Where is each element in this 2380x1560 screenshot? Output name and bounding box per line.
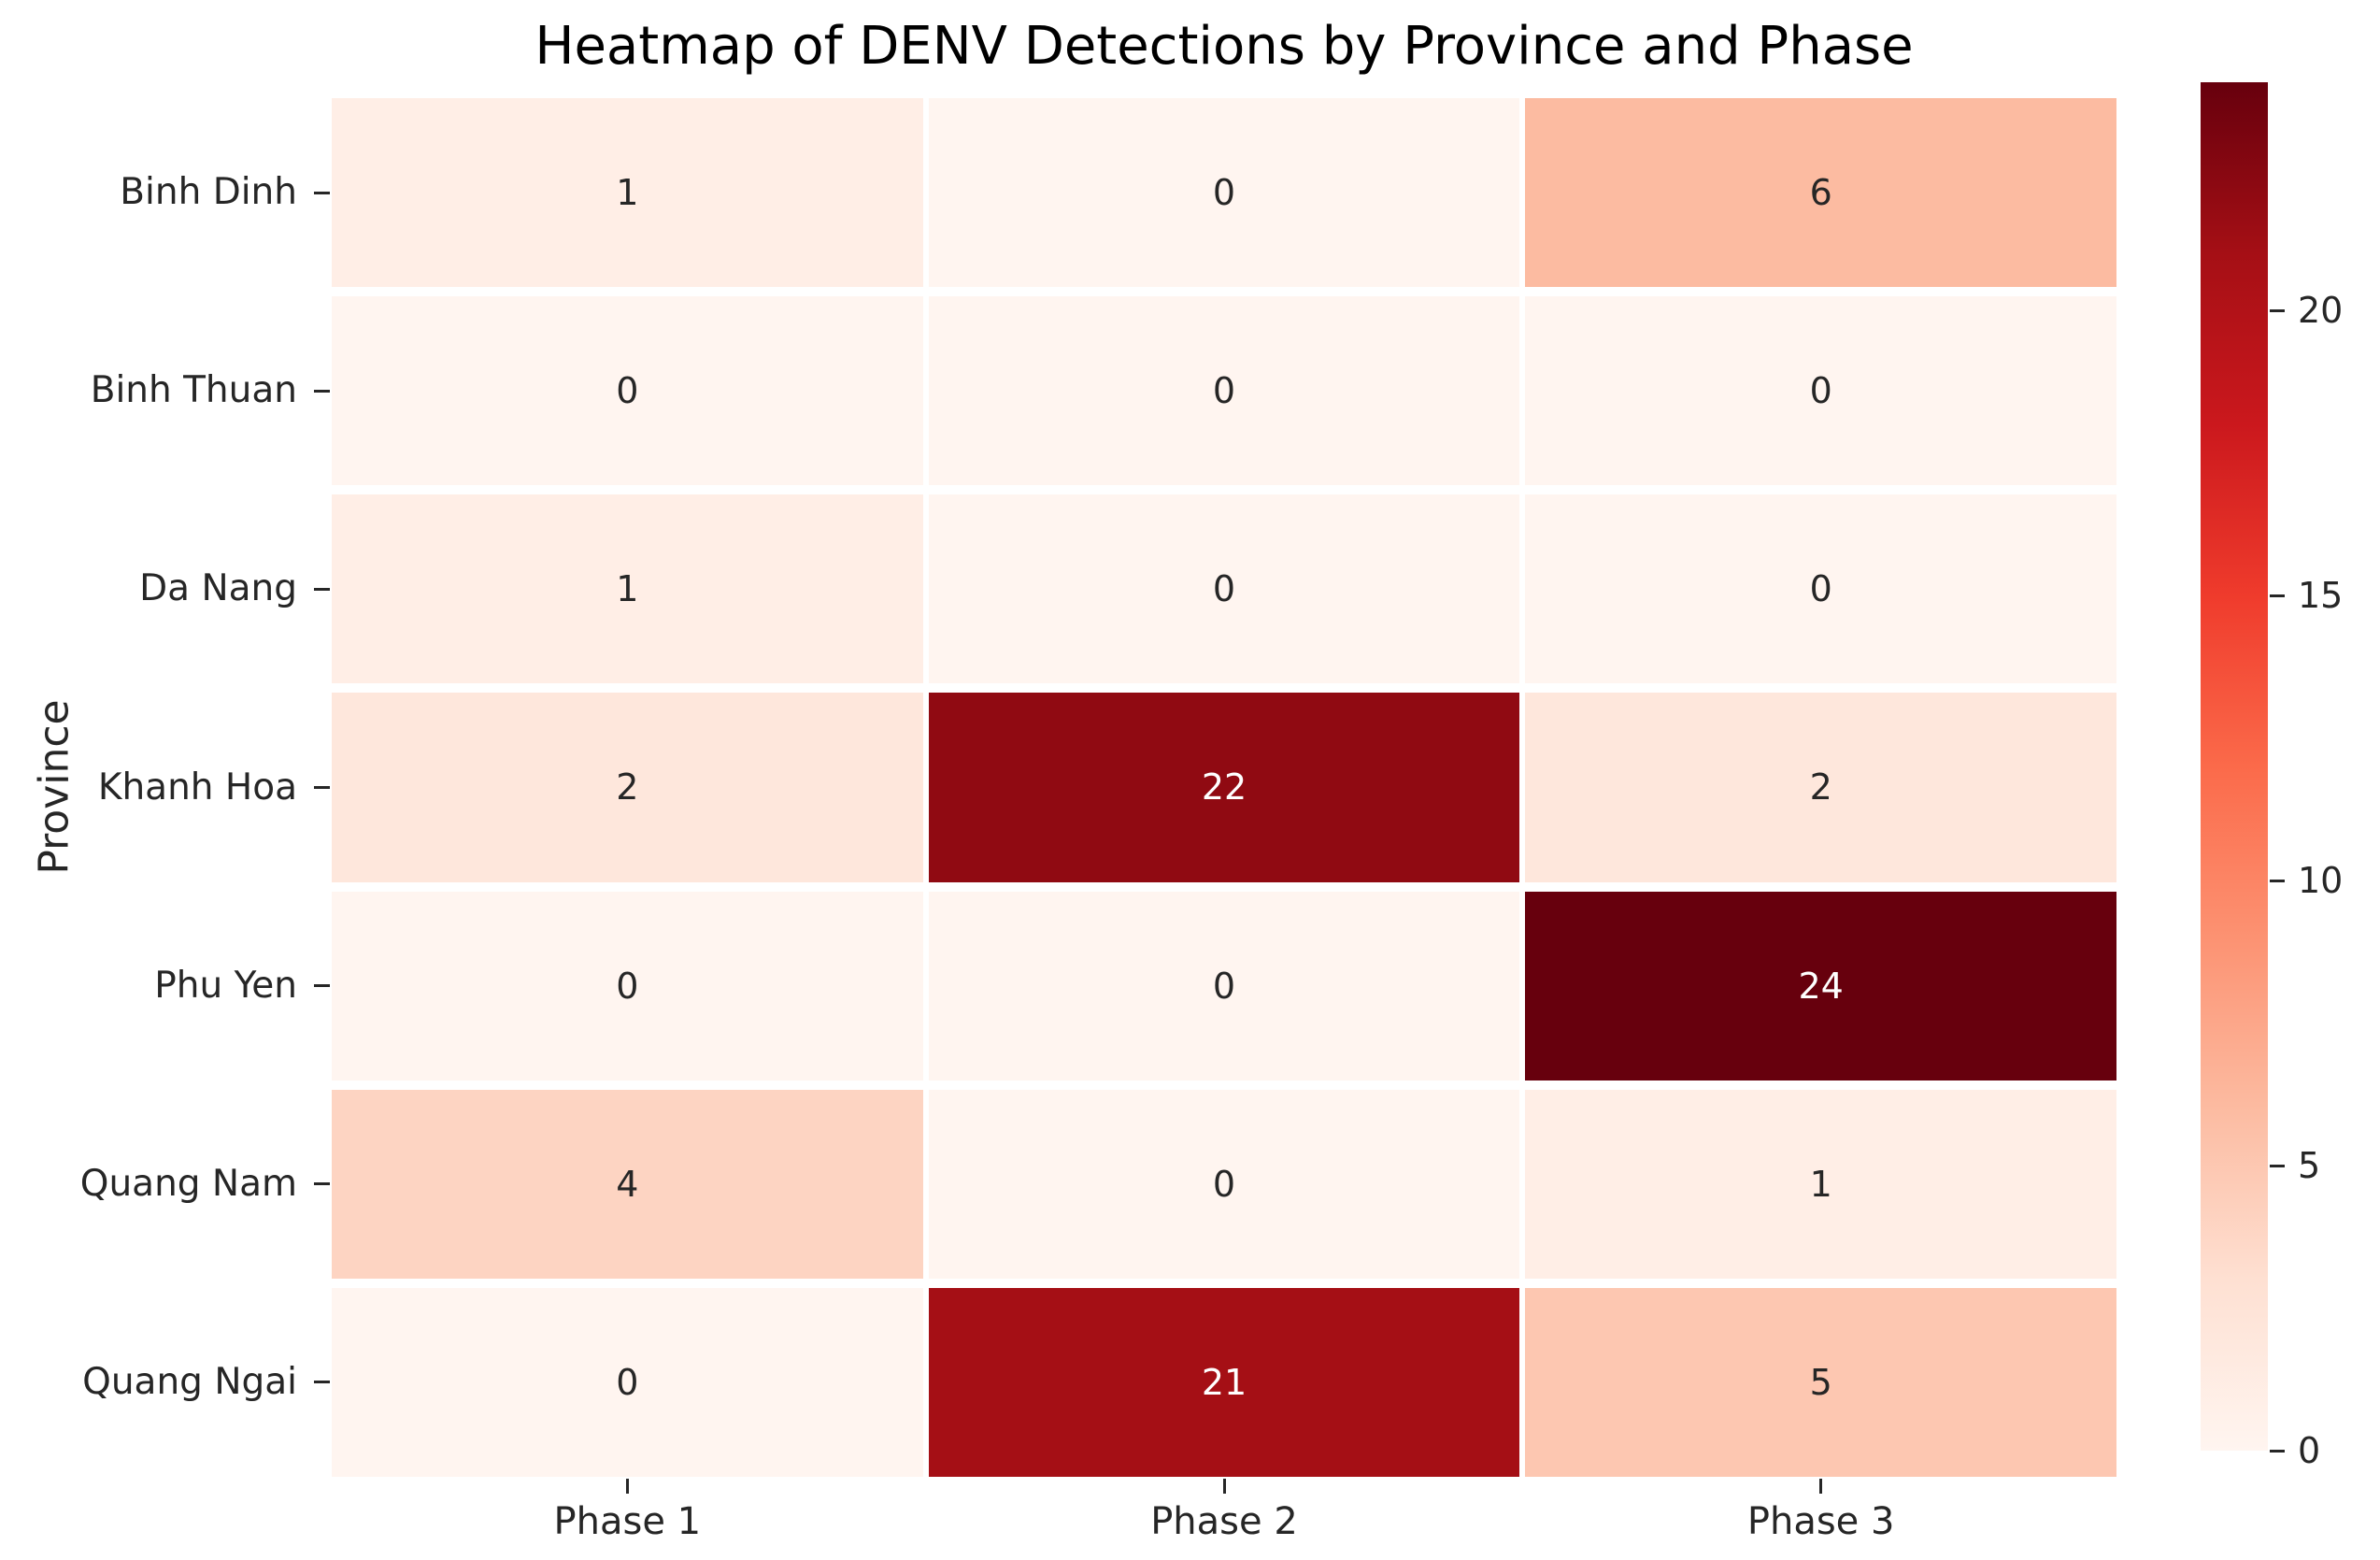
colorbar-tick-label: 15 [2298,575,2344,616]
y-tick-mark [314,786,330,789]
colorbar-tick-label: 5 [2298,1145,2321,1186]
y-tick-mark [314,1381,330,1384]
y-tick-label: Binh Thuan [90,369,297,412]
heatmap-cell: 2 [332,693,923,882]
y-tick-label: Da Nang [139,567,297,610]
colorbar-tick-mark [2270,594,2285,597]
heatmap-cell: 0 [928,296,1520,486]
heatmap-cell: 0 [332,1287,923,1477]
heatmap-cell: 22 [928,693,1520,882]
x-tick-label: Phase 3 [1746,1500,1895,1543]
heatmap-cell: 0 [332,891,923,1081]
heatmap-cell: 5 [1525,1287,2116,1477]
x-tick-mark [1222,1479,1226,1494]
heatmap-cell: 2 [1525,693,2116,882]
heatmap-cell: 1 [1525,1089,2116,1279]
y-tick-label: Phu Yen [154,964,297,1007]
colorbar-tick-label: 20 [2298,290,2344,331]
heatmap-cell: 4 [332,1089,923,1279]
heatmap-cell: 1 [332,98,923,288]
colorbar-tick-mark [2270,879,2285,882]
heatmap-cell: 1 [332,494,923,684]
colorbar-tick-mark [2270,308,2285,312]
heatmap-cell: 0 [928,494,1520,684]
x-tick-label: Phase 1 [553,1500,702,1543]
y-tick-mark [314,389,330,393]
y-tick-label: Quang Ngai [82,1360,297,1403]
chart-title: Heatmap of DENV Detections by Province a… [534,16,1914,77]
heatmap-cell: 0 [1525,494,2116,684]
colorbar-tick-label: 0 [2298,1430,2321,1471]
heatmap-cell: 0 [928,891,1520,1081]
colorbar-tick-label: 10 [2298,860,2344,901]
heatmap-grid: 1 0 6 0 0 0 1 0 0 2 22 2 0 0 24 4 0 1 0 21 5 [332,98,2116,1477]
colorbar-tick-mark [2270,1164,2285,1167]
heatmap-cell: 6 [1525,98,2116,288]
y-tick-mark [314,984,330,988]
x-tick-mark [625,1479,629,1494]
colorbar-tick-mark [2270,1449,2285,1453]
y-tick-label: Khanh Hoa [97,766,297,809]
x-tick-mark [1819,1479,1823,1494]
y-tick-mark [314,587,330,591]
heatmap-cell: 0 [928,98,1520,288]
y-tick-label: Binh Dinh [120,171,297,214]
heatmap-cell: 0 [928,1089,1520,1279]
y-tick-mark [314,191,330,194]
heatmap-cell: 21 [928,1287,1520,1477]
heatmap-cell: 0 [332,296,923,486]
y-tick-label: Quang Nam [79,1162,297,1205]
heatmap-cell: 24 [1525,891,2116,1081]
colorbar [2201,82,2268,1451]
x-tick-label: Phase 2 [1150,1500,1298,1543]
heatmap-cell: 0 [1525,296,2116,486]
y-tick-mark [314,1182,330,1186]
